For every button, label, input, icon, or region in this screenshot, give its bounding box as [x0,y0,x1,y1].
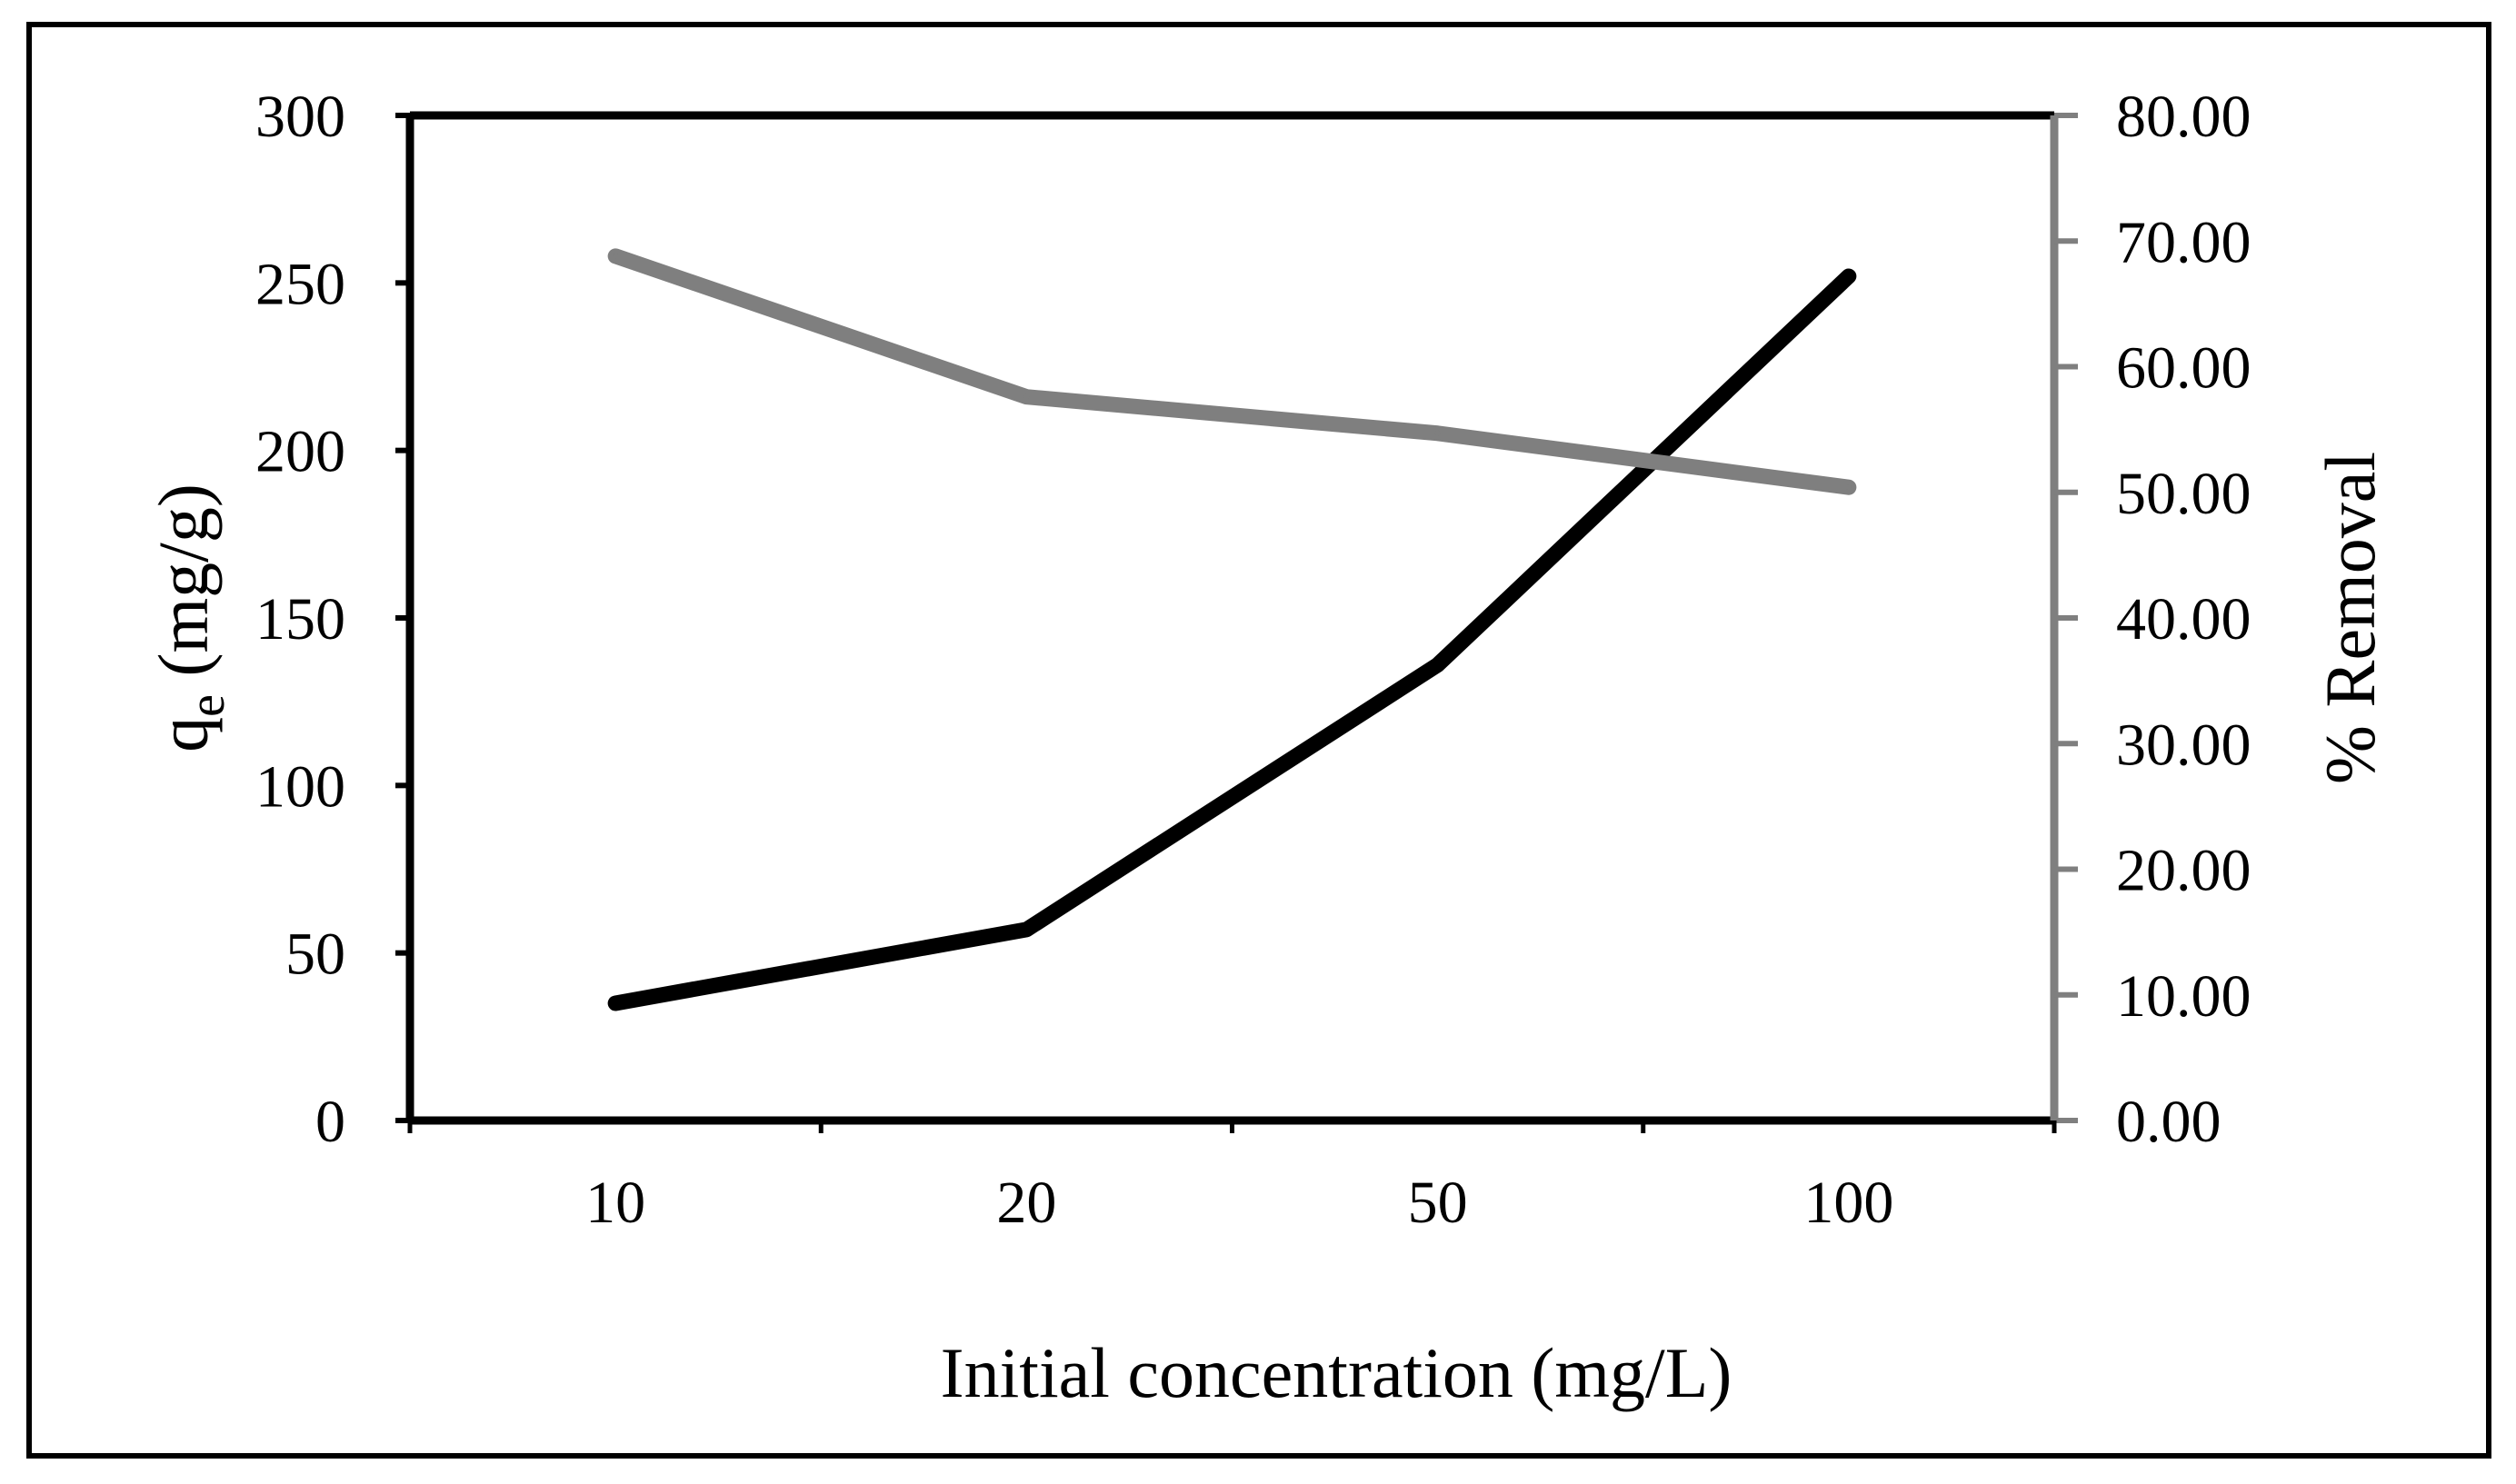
x-axis-ticks: 10 20 50 100 [407,1120,2057,1236]
data-point-qe [1434,662,1441,668]
series-layer [607,248,1857,1011]
data-point-removal [1434,430,1441,436]
data-point-qe [613,1000,619,1006]
data-point-qe [1845,273,1852,279]
data-point-removal [1845,484,1852,491]
left-tick-label: 50 [285,921,345,988]
left-axis-title: qe (mg/g) [144,483,235,752]
figure-border [26,22,2491,1459]
x-axis-title: Initial concentration (mg/L) [941,1333,1732,1412]
right-tick-label: 80.00 [2116,84,2251,150]
right-tick-label: 0.00 [2116,1089,2221,1155]
series-line-removal [607,248,1857,495]
left-tick-label: 300 [255,84,345,150]
left-y-axis-ticks: 0 50 100 150 200 250 300 [255,84,410,1155]
left-tick-label: 250 [255,251,345,317]
right-tick-label: 50.00 [2116,461,2251,527]
left-axis-title-base: q [144,717,223,752]
x-tick-label: 100 [1803,1170,1893,1236]
right-tick-label: 70.00 [2116,209,2251,275]
right-tick-label: 20.00 [2116,838,2251,904]
data-point-qe [1023,926,1030,932]
left-tick-label: 150 [255,586,345,652]
right-tick-label: 40.00 [2116,586,2251,652]
series-line-qe [607,268,1857,1011]
right-tick-label: 60.00 [2116,335,2251,402]
right-tick-label: 30.00 [2116,712,2251,778]
x-tick-label: 10 [585,1170,645,1236]
right-y-axis-ticks: 0.00 10.00 20.00 30.00 40.00 50.00 60.00 70.00 8… [2054,84,2251,1155]
data-point-removal [613,253,619,259]
left-axis-title-subscript: e [179,694,235,717]
left-tick-label: 200 [255,419,345,485]
x-tick-label: 20 [996,1170,1056,1236]
left-tick-label: 100 [255,753,345,820]
right-tick-label: 10.00 [2116,963,2251,1030]
left-axis-title-unit: (mg/g) [144,483,223,694]
left-tick-label: 0 [315,1089,345,1155]
right-axis-title: % Removal [2311,452,2390,784]
x-tick-label: 50 [1408,1170,1468,1236]
data-point-removal [1023,393,1030,400]
